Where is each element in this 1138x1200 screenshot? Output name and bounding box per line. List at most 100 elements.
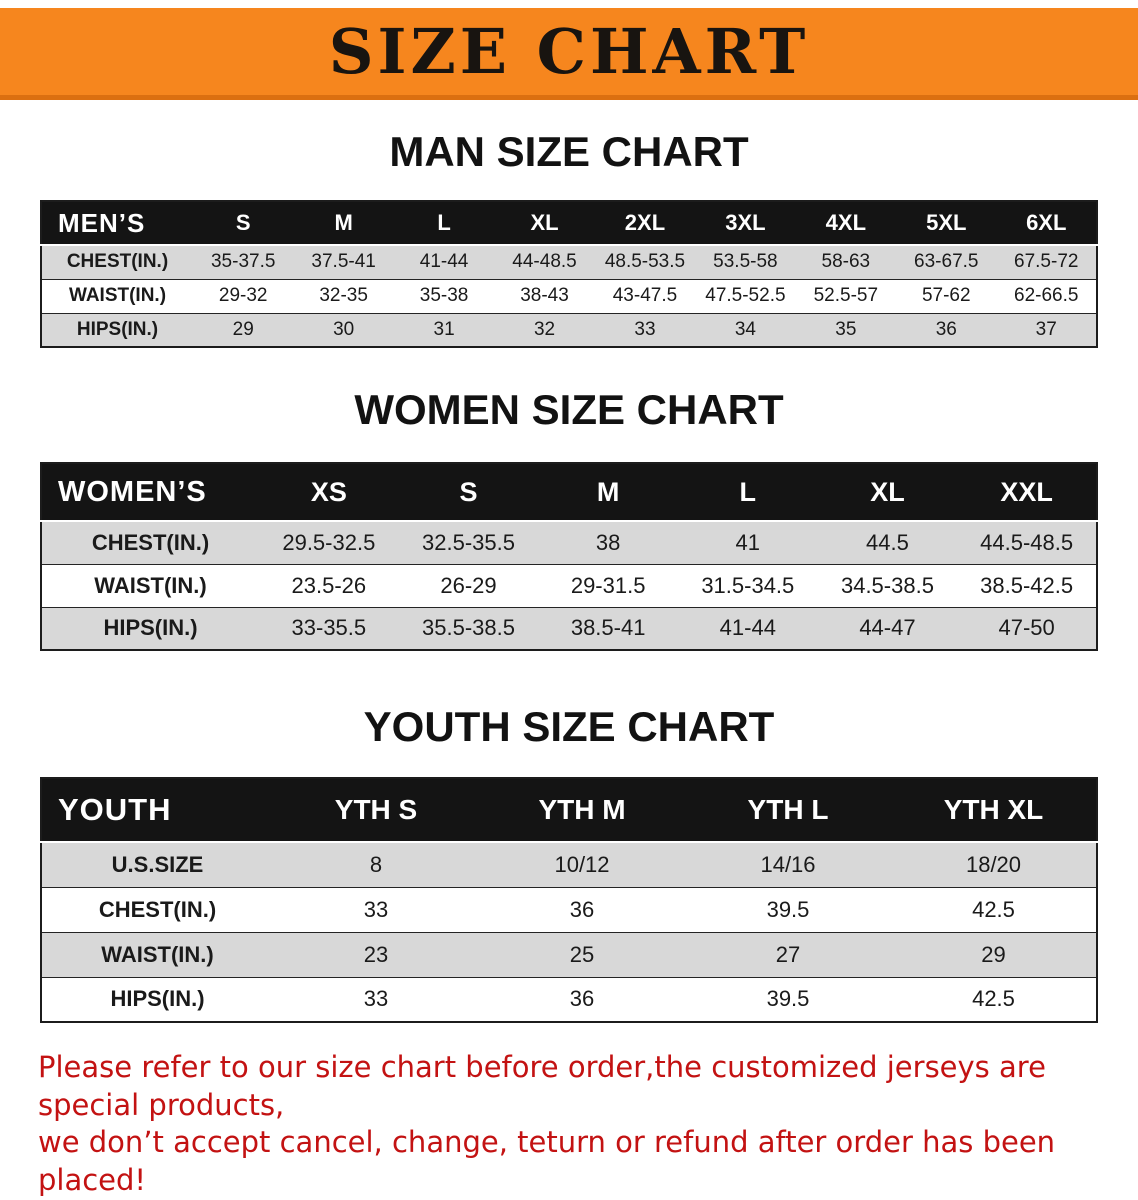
youth-section-heading: YOUTH SIZE CHART [363,703,775,750]
women-value-cell: 35.5-38.5 [398,606,539,651]
men-value-cell: 53.5-58 [695,244,796,280]
men-value-cell: 48.5-53.5 [594,244,696,280]
men-value-cell: 37.5-41 [293,244,394,280]
women-value-cell: 38.5-41 [538,606,678,651]
women-size-header-cell: XL [817,462,958,522]
disclaimer-line-1: Please refer to our size chart before or… [38,1050,1046,1122]
youth-value-cell: 36 [479,976,685,1023]
youth-row-label-cell: HIPS(IN.) [41,976,273,1023]
women-value-cell: 47-50 [957,606,1097,651]
youth-value-cell: 10/12 [479,841,685,888]
youth-header-row: YOUTH YTH S YTH M YTH L YTH XL [41,777,1097,843]
men-size-header-cell: S [193,200,294,246]
men-value-cell: 35-38 [393,278,495,314]
men-value-cell: 31 [393,312,495,348]
youth-size-header-cell: YTH S [273,777,479,843]
women-value-cell: 23.5-26 [259,563,399,608]
women-table-title-cell: WOMEN’S [41,462,259,522]
youth-table-row: WAIST(IN.) 23 25 27 29 [41,931,1097,978]
women-row-label-cell: HIPS(IN.) [41,606,259,651]
women-row-label-cell: WAIST(IN.) [41,563,259,608]
men-table-row: WAIST(IN.) 29-32 32-35 35-38 38-43 43-47.5 47.… [41,278,1097,314]
men-size-header-cell: XL [494,200,595,246]
youth-size-section: YOUTH SIZE CHART YOUTH YTH S YTH M YTH L YTH… [0,703,1138,1023]
women-row-label-cell: CHEST(IN.) [41,520,259,565]
men-size-header-cell: M [293,200,394,246]
men-value-cell: 47.5-52.5 [695,278,796,314]
youth-value-cell: 18/20 [891,841,1097,888]
men-size-header-cell: 4XL [795,200,897,246]
women-table-row: HIPS(IN.) 33-35.5 35.5-38.5 38.5-41 41-44 44-… [41,606,1097,651]
banner-title: SIZE CHART [328,15,810,88]
youth-value-cell: 29 [891,931,1097,978]
men-value-cell: 44-48.5 [494,244,595,280]
women-value-cell: 31.5-34.5 [677,563,818,608]
youth-table-row: HIPS(IN.) 33 36 39.5 42.5 [41,976,1097,1023]
men-value-cell: 37 [996,312,1097,348]
women-value-cell: 26-29 [398,563,539,608]
disclaimer-line-2: we don’t accept cancel, change, teturn o… [38,1125,1056,1198]
men-row-label-cell: HIPS(IN.) [41,312,193,348]
men-value-cell: 29-32 [193,278,294,314]
women-size-section: WOMEN SIZE CHART WOMEN’S XS S M L XL XXL CHEST(… [0,386,1138,651]
youth-size-table: YOUTH YTH S YTH M YTH L YTH XL U.S.SIZE 8 10/12… [40,777,1098,1023]
youth-table-row: U.S.SIZE 8 10/12 14/16 18/20 [41,841,1097,888]
men-size-header-cell: L [393,200,495,246]
men-row-label-cell: CHEST(IN.) [41,244,193,280]
youth-value-cell: 36 [479,886,685,933]
women-value-cell: 44.5 [817,520,958,565]
women-value-cell: 38.5-42.5 [957,563,1097,608]
men-value-cell: 34 [695,312,796,348]
men-value-cell: 32-35 [293,278,394,314]
youth-size-header-cell: YTH M [479,777,685,843]
youth-table-row: CHEST(IN.) 33 36 39.5 42.5 [41,886,1097,933]
youth-row-label-cell: WAIST(IN.) [41,931,273,978]
men-value-cell: 41-44 [393,244,495,280]
men-value-cell: 43-47.5 [594,278,696,314]
women-value-cell: 44.5-48.5 [957,520,1097,565]
men-size-table: MEN’S S M L XL 2XL 3XL 4XL 5XL 6XL CHEST(IN.) 35-37… [40,200,1098,348]
men-value-cell: 62-66.5 [996,278,1097,314]
youth-value-cell: 27 [685,931,891,978]
men-size-header-cell: 2XL [594,200,696,246]
women-size-header-cell: XXL [957,462,1097,522]
men-value-cell: 30 [293,312,394,348]
women-size-header-cell: XS [259,462,399,522]
women-size-table: WOMEN’S XS S M L XL XXL CHEST(IN.) 29.5-32.5 32.5… [40,462,1098,651]
women-table-row: CHEST(IN.) 29.5-32.5 32.5-35.5 38 41 44.5 44.5… [41,520,1097,565]
women-value-cell: 44-47 [817,606,958,651]
women-header-row: WOMEN’S XS S M L XL XXL [41,462,1097,522]
women-size-header-cell: M [538,462,678,522]
youth-row-label-cell: CHEST(IN.) [41,886,273,933]
men-size-header-cell: 5XL [896,200,997,246]
youth-value-cell: 8 [273,841,479,888]
size-chart-banner: SIZE CHART [0,8,1138,100]
men-value-cell: 35-37.5 [193,244,294,280]
men-size-section: MAN SIZE CHART MEN’S S M L XL 2XL 3XL 4XL 5XL 6XL… [0,128,1138,348]
men-value-cell: 67.5-72 [996,244,1097,280]
men-value-cell: 38-43 [494,278,595,314]
youth-value-cell: 42.5 [891,886,1097,933]
disclaimer-note: Please refer to our size chart before or… [38,1049,1100,1200]
men-table-row: HIPS(IN.) 29 30 31 32 33 34 35 36 37 [41,312,1097,348]
women-value-cell: 29.5-32.5 [259,520,399,565]
men-value-cell: 57-62 [896,278,997,314]
men-value-cell: 52.5-57 [795,278,897,314]
men-header-row: MEN’S S M L XL 2XL 3XL 4XL 5XL 6XL [41,200,1097,246]
men-value-cell: 36 [896,312,997,348]
youth-value-cell: 25 [479,931,685,978]
women-section-heading: WOMEN SIZE CHART [354,386,784,433]
women-value-cell: 38 [538,520,678,565]
men-value-cell: 33 [594,312,696,348]
men-size-header-cell: 3XL [695,200,796,246]
youth-value-cell: 42.5 [891,976,1097,1023]
women-table-row: WAIST(IN.) 23.5-26 26-29 29-31.5 31.5-34.5 34… [41,563,1097,608]
youth-value-cell: 23 [273,931,479,978]
youth-row-label-cell: U.S.SIZE [41,841,273,888]
women-value-cell: 29-31.5 [538,563,678,608]
men-value-cell: 63-67.5 [896,244,997,280]
youth-value-cell: 14/16 [685,841,891,888]
men-table-row: CHEST(IN.) 35-37.5 37.5-41 41-44 44-48.5 48.5… [41,244,1097,280]
men-value-cell: 58-63 [795,244,897,280]
men-section-heading: MAN SIZE CHART [389,128,749,175]
